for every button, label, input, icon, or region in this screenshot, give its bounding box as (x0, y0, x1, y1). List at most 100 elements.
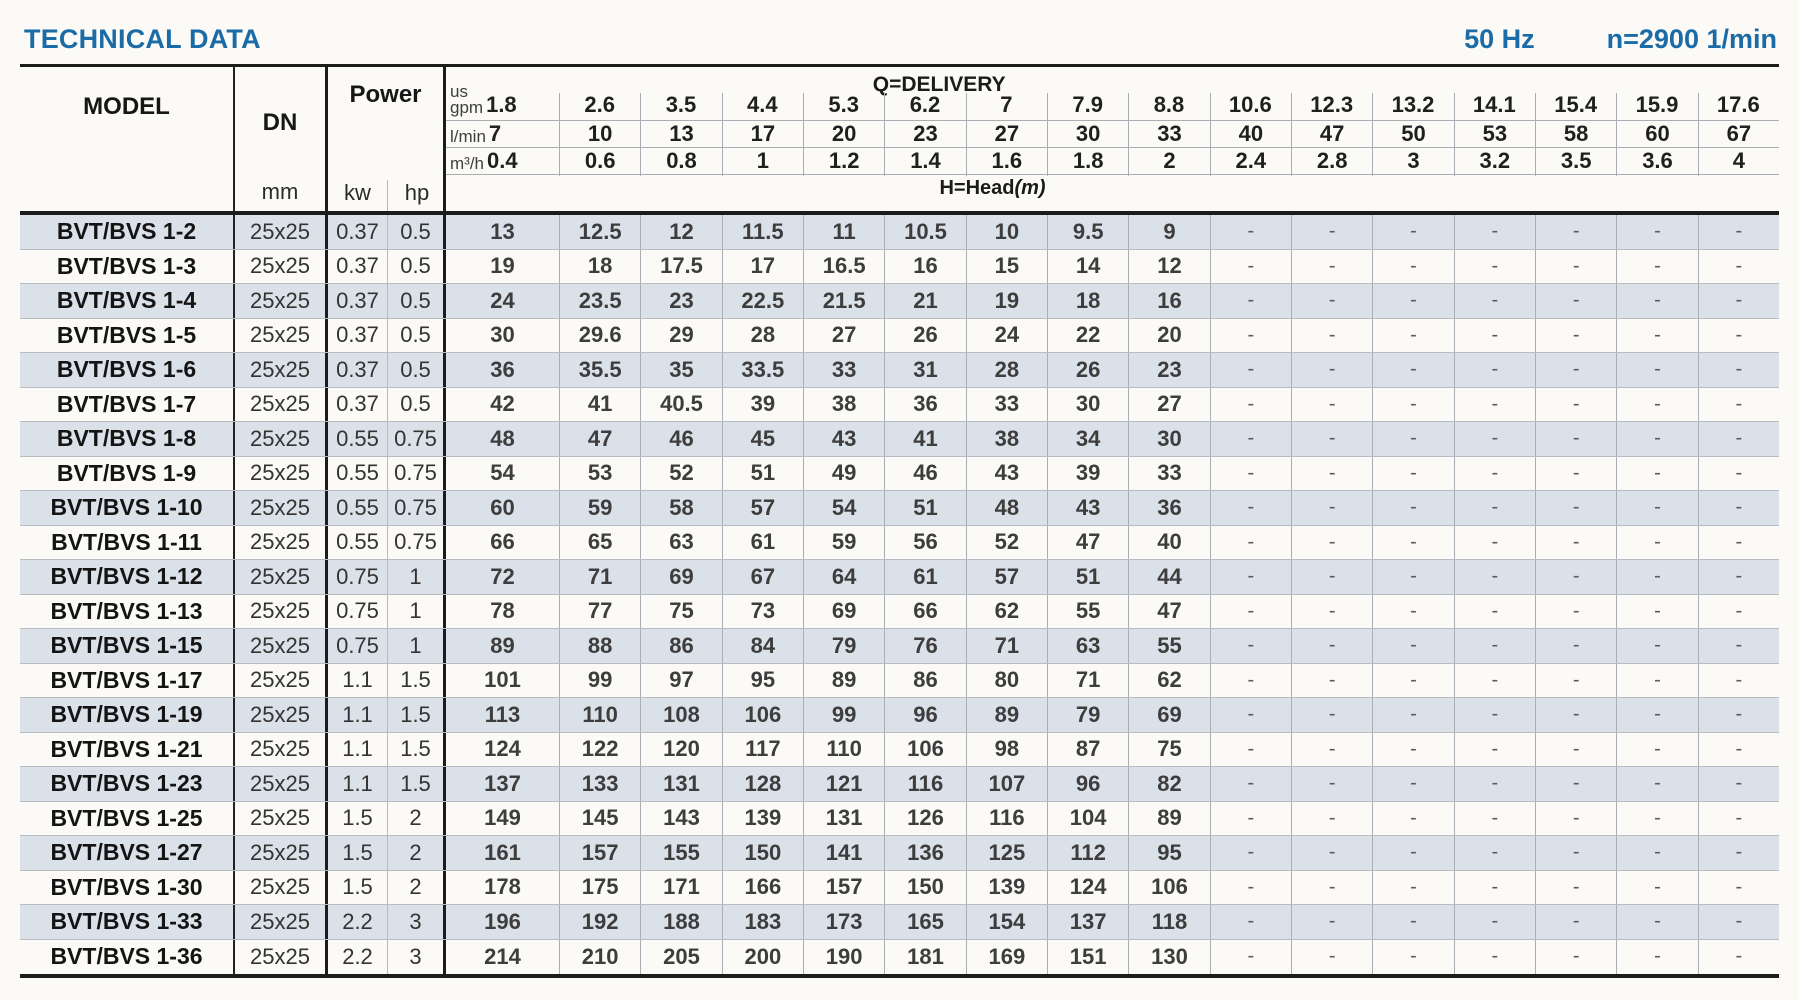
head-value-cell: 72 (490, 563, 515, 589)
head-value-cell: - (1535, 767, 1616, 801)
head-value-cell: 214 (484, 943, 521, 969)
top-bar: TECHNICAL DATA 50 Hz n=2900 1/min (24, 24, 1777, 55)
unit-value-cell: 1.6 (965, 148, 1047, 176)
head-value-cell: - (1535, 629, 1616, 663)
hp-cell: 2 (388, 870, 446, 904)
unit-value: 7.9 (1072, 92, 1103, 117)
head-value-cell: - (1697, 870, 1779, 904)
head-value-cell: 99 (559, 663, 640, 697)
head-value-cell: 39 (1047, 456, 1128, 490)
head-value-cell: - (1535, 905, 1616, 939)
head-value-cell: - (1453, 767, 1535, 801)
model-cell: BVT/BVS 1-36 (20, 939, 235, 974)
head-value-cell: 23.5 (559, 284, 640, 318)
unit-value-cell: 3.5 (1535, 148, 1616, 176)
unit-value-cell: 2.4 (1209, 148, 1291, 176)
table-row: BVT/BVS 1-17 25x25 1.1 1.5 101 99 97 95 89 86 80 71… (20, 663, 1779, 698)
unit-value: 40 (1238, 121, 1264, 146)
head-value-cell: 86 (884, 663, 965, 697)
head-value-cell: - (1291, 422, 1372, 456)
head-value-cell: 30 (1128, 422, 1209, 456)
dn-cell: 25x25 (235, 284, 328, 318)
unit-value: 13.2 (1391, 92, 1435, 117)
unit-value-cell: 7.9 (1047, 67, 1128, 120)
unit-value-cell: 50 (1372, 121, 1453, 149)
head-value-cell: 33 (803, 353, 884, 387)
head-value-cell: - (1697, 422, 1779, 456)
head-value-cell: - (1372, 767, 1453, 801)
head-value-cell: - (1453, 836, 1535, 870)
head-value-cell: 98 (965, 732, 1047, 766)
head-value-cell: 51 (1047, 560, 1128, 594)
head-value-cell: - (1616, 525, 1697, 559)
head-value-cell: 66 (490, 529, 515, 555)
head-value-cell: 31 (884, 353, 965, 387)
dn-cell: 25x25 (235, 836, 328, 870)
head-value-cell: - (1697, 249, 1779, 283)
hp-cell: 1 (388, 594, 446, 628)
head-value-cell: 59 (559, 491, 640, 525)
dn-cell: 25x25 (235, 939, 328, 974)
head-value-cell: 137 (1047, 905, 1128, 939)
head-value-cell: - (1291, 387, 1372, 421)
head-value-cell: - (1453, 801, 1535, 835)
head-value-cell: 26 (1047, 353, 1128, 387)
head-value-cell: 117 (721, 732, 803, 766)
head-value-cell: 65 (559, 525, 640, 559)
dn-cell: 25x25 (235, 422, 328, 456)
kw-cell: 0.37 (328, 318, 388, 352)
head-value-cell: - (1453, 870, 1535, 904)
head-value-cell: 24 (965, 318, 1047, 352)
hp-cell: 2 (388, 801, 446, 835)
head-value-cell: - (1291, 801, 1372, 835)
hp-cell: 0.5 (388, 353, 446, 387)
head-value-cell: 178 (484, 874, 521, 900)
head-value-cell: 104 (1047, 801, 1128, 835)
unit-value: 1.8 (486, 92, 517, 117)
head-value-cell: 75 (640, 594, 721, 628)
table-row: BVT/BVS 1-7 25x25 0.37 0.5 42 41 40.5 39 38 36 33 3… (20, 387, 1779, 422)
head-value-cell: - (1291, 525, 1372, 559)
head-value-cell: 80 (965, 663, 1047, 697)
head-value-cell: - (1535, 353, 1616, 387)
head-value-cell: 121 (803, 767, 884, 801)
unit-value: 7 (488, 121, 502, 146)
kw-cell: 1.1 (328, 698, 388, 732)
unit-value-cell: 13 (640, 121, 721, 149)
head-value-cell: - (1616, 629, 1697, 663)
head-value-cell: 18 (559, 249, 640, 283)
head-value-cell: 22.5 (721, 284, 803, 318)
head-value-cell: 87 (1047, 732, 1128, 766)
head-value-cell: - (1453, 525, 1535, 559)
head-value-cell: 21 (884, 284, 965, 318)
unit-value-cell: 15.4 (1535, 67, 1616, 120)
head-value-cell: 12.5 (559, 215, 640, 249)
dn-cell: 25x25 (235, 318, 328, 352)
head-value-cell: 77 (559, 594, 640, 628)
power-header-label: Power (349, 81, 422, 108)
head-value-cell: - (1697, 801, 1779, 835)
hp-cell: 0.5 (388, 215, 446, 249)
head-value-cell: - (1209, 525, 1291, 559)
head-value-cell: - (1209, 249, 1291, 283)
head-value-cell: - (1616, 767, 1697, 801)
head-value-cell: - (1697, 905, 1779, 939)
head-value-cell: - (1535, 387, 1616, 421)
unit-value: 5.3 (828, 92, 859, 117)
head-value-cell: - (1209, 318, 1291, 352)
head-value-cell: 18 (1047, 284, 1128, 318)
kw-cell: 0.55 (328, 456, 388, 490)
hp-cell: 0.75 (388, 422, 446, 456)
table-row: BVT/BVS 1-9 25x25 0.55 0.75 54 53 52 51 49 46 43 39… (20, 456, 1779, 491)
head-value-cell: 55 (1047, 594, 1128, 628)
unit-value-cell: 33 (1128, 121, 1209, 149)
head-value-cell: 139 (965, 870, 1047, 904)
kw-cell: 1.1 (328, 767, 388, 801)
hp-cell: 0.75 (388, 491, 446, 525)
unit-value: 2.8 (1316, 148, 1348, 173)
head-value-cell: 122 (559, 732, 640, 766)
head-value-cell: 42 (490, 391, 515, 417)
table-row: BVT/BVS 1-25 25x25 1.5 2 149 145 143 139 131 126 1… (20, 801, 1779, 836)
unit-value-cell: 3 (1372, 148, 1453, 176)
head-value-cell: 46 (640, 422, 721, 456)
